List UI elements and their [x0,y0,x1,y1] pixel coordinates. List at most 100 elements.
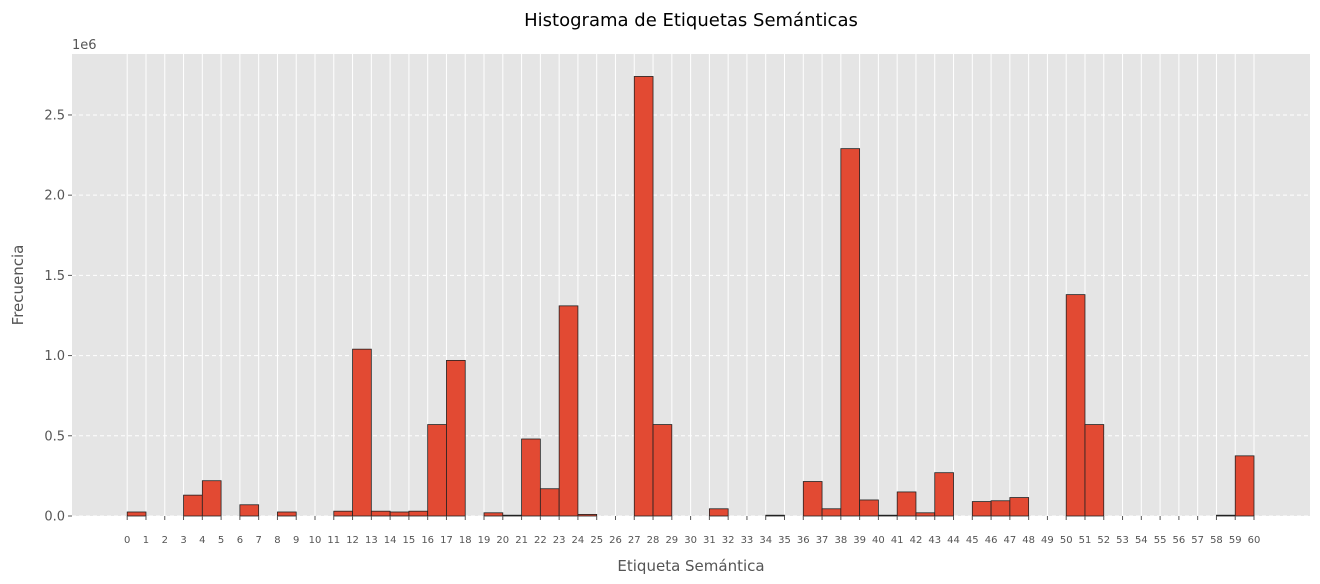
histogram-bar [934,472,954,517]
bars-group [126,76,1255,517]
histogram-bar [521,438,541,517]
histogram-bar [502,514,522,517]
histogram-bar [126,511,147,517]
x-tick-label: 31 [703,535,716,546]
x-tick-label: 4 [199,535,205,546]
x-tick-label: 52 [1097,535,1110,546]
histogram-bar [1216,514,1236,517]
x-tick-label: 60 [1248,535,1261,546]
histogram-bar [539,488,560,517]
histogram-bar [821,508,842,517]
x-tick-label: 55 [1154,535,1167,546]
x-tick-label: 22 [534,535,547,546]
histogram-bar [408,510,429,517]
x-tick-label: 12 [346,535,359,546]
x-tick-label: 33 [741,535,754,546]
x-tick-label: 6 [237,535,243,546]
y-axis-label: Frecuencia [9,245,27,326]
x-tick-label: 18 [459,535,472,546]
histogram-bar [1065,294,1086,517]
x-tick-label: 57 [1191,535,1204,546]
x-tick-label: 9 [293,535,299,546]
histogram-bar [802,481,823,517]
histogram-bar [1009,497,1030,517]
x-tick-label: 26 [609,535,622,546]
x-tick-label: 58 [1210,535,1223,546]
x-tick-label: 36 [797,535,810,546]
histogram-bar [183,494,203,517]
histogram-bar [201,480,222,517]
x-tick-label: 43 [928,535,941,546]
histogram-bar [1234,455,1255,517]
x-tick-label: 48 [1022,535,1035,546]
x-tick-label: 11 [327,535,340,546]
x-tick-label: 17 [440,535,453,546]
histogram-bar [483,512,504,517]
x-tick-label: 54 [1135,535,1148,546]
x-tick-label: 34 [759,535,772,546]
x-tick-label: 59 [1229,535,1242,546]
histogram-bar [427,424,447,517]
x-tick-label: 24 [572,535,585,546]
histogram-bar [840,148,861,517]
y-tick-label: 0.5 [44,429,65,444]
histogram-bar [896,491,917,517]
x-tick-label: 56 [1173,535,1186,546]
x-tick-label: 39 [853,535,866,546]
x-tick-label: 7 [255,535,261,546]
x-tick-label: 51 [1079,535,1092,546]
x-tick-label: 40 [872,535,885,546]
y-tick-label: 0.0 [44,510,65,525]
histogram-bar [277,511,297,517]
x-tick-label: 37 [816,535,829,546]
x-tick-label: 27 [628,535,641,546]
histogram-bar [577,513,598,517]
histogram-bar [239,504,260,517]
x-tick-label: 47 [1003,535,1016,546]
histogram-bar [1084,424,1105,517]
x-tick-label: 14 [384,535,397,546]
x-tick-label: 35 [778,535,791,546]
x-tick-label: 41 [891,535,904,546]
histogram-bar [389,511,410,517]
y-tick-label: 1.0 [44,349,65,364]
x-tick-label: 44 [947,535,960,546]
histogram-bar [558,305,579,517]
y-scale-exponent: 1e6 [72,38,97,53]
x-tick-label: 45 [966,535,979,546]
y-axis-ticks: 0.0 0.5 1.0 1.5 2.0 2.5 [44,108,72,525]
histogram-bar [652,424,673,517]
chart-title: Histograma de Etiquetas Semánticas [524,10,858,31]
x-tick-label: 2 [162,535,168,546]
y-tick-label: 1.5 [44,269,65,284]
histogram-bar [370,510,391,517]
histogram-bar [915,512,936,517]
x-tick-label: 42 [910,535,923,546]
x-tick-label: 25 [590,535,603,546]
x-tick-label: 13 [365,535,378,546]
x-tick-label: 19 [478,535,491,546]
x-tick-label: 15 [403,535,416,546]
x-tick-label: 23 [553,535,566,546]
y-tick-label: 2.5 [44,108,65,123]
x-axis-ticks: 0 1 2 3 4 5 6 7 8 9 10 11 12 13 14 15 16 17 18 19 20 21 22 23 24… [124,516,1260,546]
x-tick-label: 30 [684,535,697,546]
histogram-bar [859,499,879,517]
x-tick-label: 29 [665,535,678,546]
histogram-bar [990,500,1011,517]
histogram-bar [352,348,372,517]
x-tick-label: 1 [143,535,149,546]
x-tick-label: 16 [421,535,434,546]
grid-lines [72,54,1310,517]
histogram-bar [765,514,785,517]
x-tick-label: 28 [647,535,660,546]
x-tick-label: 10 [309,535,322,546]
histogram-bar [633,76,654,517]
x-tick-label: 50 [1060,535,1073,546]
x-tick-label: 46 [985,535,998,546]
x-tick-label: 20 [496,535,509,546]
x-tick-label: 53 [1116,535,1129,546]
x-tick-label: 32 [722,535,735,546]
